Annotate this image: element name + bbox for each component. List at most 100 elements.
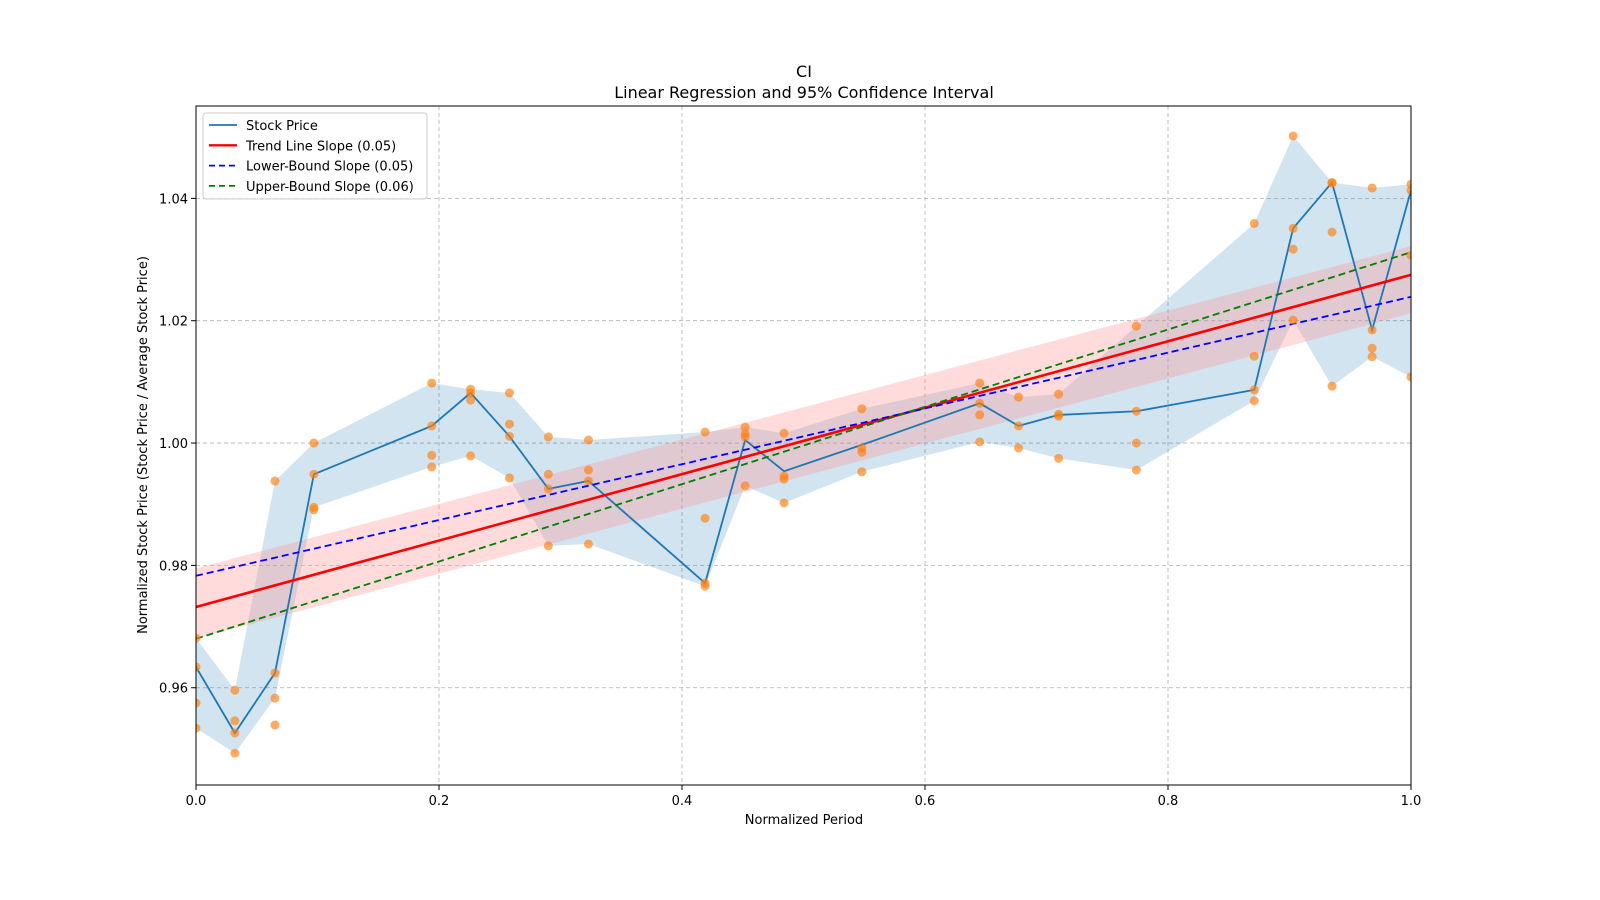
y-tick-label: 0.96 <box>159 682 188 697</box>
legend-box <box>202 112 428 200</box>
data-point <box>543 484 553 494</box>
data-point <box>1054 389 1064 399</box>
data-point <box>504 388 514 398</box>
data-point <box>1054 453 1064 463</box>
data-point <box>309 505 319 515</box>
x-tick-label: 0.4 <box>672 794 693 809</box>
data-point <box>504 419 514 429</box>
data-point <box>740 481 750 491</box>
data-point <box>700 581 710 591</box>
data-point <box>427 378 437 388</box>
data-point <box>543 469 553 479</box>
data-point <box>857 404 867 414</box>
stock-price-band <box>196 135 1411 754</box>
data-point <box>427 421 437 431</box>
x-axis: 0.0 0.2 0.4 0.6 0.8 1.0 <box>186 785 1421 809</box>
scatter-points <box>196 131 1411 758</box>
data-point <box>700 513 710 523</box>
data-point <box>196 662 201 672</box>
data-point <box>1367 352 1377 362</box>
x-tick-label: 0.2 <box>429 794 450 809</box>
y-axis: 0.96 0.98 1.00 1.02 1.04 <box>159 192 196 697</box>
data-point <box>975 398 985 408</box>
data-point <box>583 539 593 549</box>
data-point <box>1288 244 1298 254</box>
data-point <box>740 422 750 432</box>
data-point <box>1131 438 1141 448</box>
data-point <box>1014 443 1024 453</box>
data-point <box>1249 351 1259 361</box>
data-point <box>700 427 710 437</box>
y-tick-label: 0.98 <box>159 559 188 574</box>
data-point <box>1406 372 1411 382</box>
data-point <box>1288 315 1298 325</box>
legend: Stock Price Trend Line Slope (0.05) Lower-… <box>202 112 428 200</box>
data-point <box>1327 227 1337 237</box>
bands <box>196 135 1411 754</box>
data-point <box>427 462 437 472</box>
legend-label: Trend Line Slope (0.05) <box>245 139 396 154</box>
data-point <box>1367 183 1377 193</box>
legend-label: Upper-Bound Slope (0.06) <box>246 180 414 195</box>
data-point <box>230 748 240 758</box>
lower-bound-line <box>196 295 1411 577</box>
data-point <box>1131 406 1141 416</box>
upper-bound-line <box>196 251 1411 640</box>
data-point <box>1367 325 1377 335</box>
data-point <box>857 447 867 457</box>
data-point <box>1054 411 1064 421</box>
x-tick-label: 0.0 <box>186 794 207 809</box>
data-point <box>270 693 280 703</box>
data-point <box>1249 396 1259 406</box>
x-axis-label: Normalized Period <box>745 813 863 828</box>
chart-title: CI <box>796 62 812 81</box>
x-tick-label: 0.6 <box>915 794 936 809</box>
data-point <box>583 476 593 486</box>
data-point <box>975 437 985 447</box>
data-point <box>1288 131 1298 141</box>
plot-frame <box>195 105 1412 786</box>
data-point <box>779 498 789 508</box>
data-point <box>1288 223 1298 233</box>
y-tick-label: 1.04 <box>159 192 188 207</box>
data-point <box>196 698 201 708</box>
data-point <box>1131 465 1141 475</box>
chart-subtitle: Linear Regression and 95% Confidence Int… <box>614 83 994 102</box>
data-point <box>196 723 201 733</box>
stock-price-line <box>196 180 1411 735</box>
data-point <box>504 431 514 441</box>
data-point <box>857 467 867 477</box>
y-tick-label: 1.02 <box>159 315 188 330</box>
data-point <box>196 633 201 643</box>
data-point <box>583 465 593 475</box>
data-point <box>583 435 593 445</box>
data-point <box>309 469 319 479</box>
data-point <box>1249 218 1259 228</box>
data-point <box>1014 421 1024 431</box>
data-point <box>543 432 553 442</box>
trend-confidence-band <box>196 246 1411 639</box>
data-point <box>230 716 240 726</box>
data-point <box>1014 392 1024 402</box>
data-point <box>504 473 514 483</box>
data-point <box>1367 343 1377 353</box>
data-point <box>1327 178 1337 188</box>
data-point <box>466 395 476 405</box>
data-point <box>543 541 553 551</box>
x-tick-label: 0.8 <box>1158 794 1179 809</box>
trend-line <box>196 273 1411 609</box>
data-point <box>270 668 280 678</box>
data-point <box>1406 185 1411 195</box>
lines <box>196 180 1411 735</box>
y-tick-label: 1.00 <box>159 437 188 452</box>
data-point <box>230 685 240 695</box>
data-point <box>779 474 789 484</box>
data-point <box>1249 385 1259 395</box>
data-point <box>740 432 750 442</box>
data-point <box>1131 321 1141 331</box>
data-point <box>230 728 240 738</box>
data-point <box>270 476 280 486</box>
data-point <box>466 451 476 461</box>
data-point <box>1327 381 1337 391</box>
